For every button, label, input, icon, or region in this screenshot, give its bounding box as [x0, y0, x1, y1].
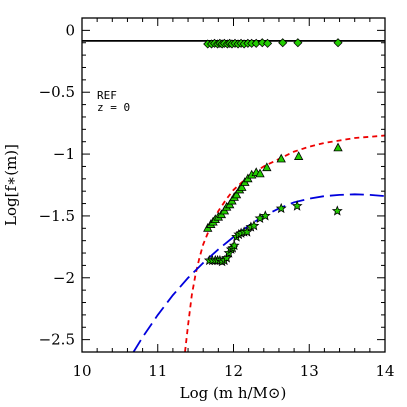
plot-frame: [81, 17, 386, 353]
tick-label-layer: 10 11 12 13 14 0 −0.5 −1 −1.5 −2 −2.5: [39, 21, 395, 380]
star-point: [228, 239, 240, 251]
tick-layer: [81, 17, 386, 353]
curve-layer: [132, 134, 385, 352]
y-tick-label: 0: [65, 21, 75, 39]
star-point: [221, 252, 233, 263]
y-tick-label: −0.5: [39, 83, 75, 101]
annotation-ref: REF: [97, 89, 117, 102]
x-tick-label: 11: [148, 362, 167, 380]
x-tick-label: 14: [375, 362, 394, 380]
triangle-point: [333, 142, 343, 152]
triangle-point: [231, 189, 242, 199]
triangle-point: [293, 151, 304, 160]
star-point: [259, 210, 271, 221]
diamond-point: [257, 38, 267, 48]
star-point: [248, 220, 260, 231]
star-point: [291, 200, 303, 211]
x-tick-label: 12: [224, 362, 243, 380]
y-tick-label: −2: [53, 269, 75, 287]
star-point: [331, 205, 343, 216]
y-axis-title: Log[f∗(m)]: [2, 144, 20, 226]
y-tick-label: −2.5: [39, 331, 75, 349]
y-tick-label: −1: [53, 145, 75, 163]
diamond-point: [278, 38, 288, 48]
annotation-redshift: z = 0: [97, 101, 130, 114]
model-curve-1: [184, 134, 385, 352]
x-tick-label: 10: [72, 362, 91, 380]
diamond-point: [293, 38, 303, 48]
model-curve-2: [132, 193, 385, 352]
triangle-point: [276, 153, 286, 163]
x-tick-label: 13: [300, 362, 319, 380]
triangle-point: [255, 168, 265, 178]
triangle-point: [237, 182, 247, 191]
y-tick-label: −1.5: [39, 207, 75, 225]
star-point: [241, 226, 253, 237]
diamond-point: [333, 38, 343, 48]
marker-layer: [203, 38, 343, 267]
triangle-point: [262, 162, 272, 172]
star-point: [275, 202, 287, 214]
diamond-point: [263, 38, 273, 48]
x-axis-title: Log (m h/M⊙): [180, 384, 287, 402]
